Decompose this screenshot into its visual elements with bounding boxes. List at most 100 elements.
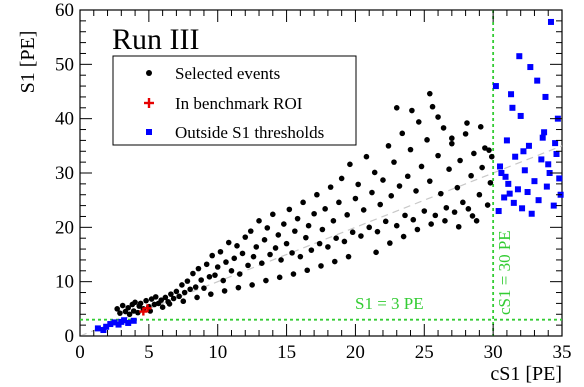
selected-event-point xyxy=(195,265,202,272)
selected-event-point xyxy=(435,114,441,120)
y-tick-label: 40 xyxy=(55,109,74,130)
y-tick-label: 30 xyxy=(55,163,74,184)
selected-event-point xyxy=(270,211,276,218)
selected-event-point xyxy=(214,264,221,270)
selected-event-point xyxy=(407,146,414,153)
outside-threshold-point xyxy=(107,321,114,328)
selected-event-point xyxy=(336,199,342,206)
selected-event-point xyxy=(451,209,458,215)
selected-event-point xyxy=(435,152,441,159)
s1-threshold-label: S1 = 3 PE xyxy=(355,294,424,313)
roi-event-point xyxy=(139,307,148,316)
selected-event-point xyxy=(272,245,279,251)
selected-event-point xyxy=(396,183,403,189)
roi-event-point xyxy=(143,304,152,313)
x-tick-label: 10 xyxy=(208,342,227,363)
chart-title: Run III xyxy=(112,23,199,56)
selected-event-point xyxy=(465,206,472,212)
selected-event-point xyxy=(166,301,173,307)
outside-threshold-point xyxy=(492,83,499,90)
selected-event-point xyxy=(476,191,483,198)
selected-event-point xyxy=(418,163,425,170)
outside-threshold-point xyxy=(539,134,546,141)
selected-event-point xyxy=(327,184,334,190)
selected-event-point xyxy=(303,234,309,241)
selected-event-point xyxy=(228,268,235,274)
selected-event-point xyxy=(179,282,185,288)
selected-event-point xyxy=(135,309,141,316)
selected-event-point xyxy=(345,253,352,260)
selected-event-point xyxy=(421,208,428,214)
selected-event-point xyxy=(319,226,326,233)
outside-threshold-point xyxy=(552,140,559,147)
selected-event-point xyxy=(338,175,345,182)
selected-event-point xyxy=(231,255,238,262)
outside-threshold-point xyxy=(534,77,541,84)
selected-event-point xyxy=(473,218,480,224)
outside-threshold-point xyxy=(519,205,526,212)
selected-event-point xyxy=(424,137,430,143)
selected-event-point xyxy=(380,177,386,183)
selected-event-point xyxy=(236,271,243,277)
outside-threshold-point xyxy=(541,129,548,136)
selected-event-point xyxy=(181,289,188,296)
selected-event-point xyxy=(360,207,367,213)
selected-event-point xyxy=(462,131,469,137)
outside-threshold-point xyxy=(520,148,527,155)
y-tick-label: 60 xyxy=(55,0,74,21)
outside-threshold-point xyxy=(531,178,538,185)
selected-event-point xyxy=(247,228,254,234)
selected-event-point xyxy=(184,278,191,284)
selected-event-point xyxy=(143,297,149,304)
selected-event-point xyxy=(366,224,373,231)
selected-event-point xyxy=(330,218,337,224)
legend-marker-outside xyxy=(146,129,152,135)
selected-event-point xyxy=(275,232,282,238)
y-tick-label: 50 xyxy=(55,54,74,75)
legend-marker-selected xyxy=(146,70,152,76)
selected-event-point xyxy=(484,202,491,208)
selected-event-point xyxy=(223,259,229,265)
legend-label-outside: Outside S1 thresholds xyxy=(175,123,324,142)
selected-event-point xyxy=(382,218,389,225)
selected-event-point xyxy=(267,251,273,258)
selected-event-point xyxy=(187,286,193,293)
selected-event-point xyxy=(198,277,204,283)
selected-event-point xyxy=(304,267,311,274)
selected-event-point xyxy=(347,161,353,168)
outside-threshold-point xyxy=(506,190,513,197)
selected-event-point xyxy=(283,240,290,247)
outside-threshold-point xyxy=(512,153,519,160)
selected-event-point xyxy=(276,274,283,281)
selected-event-point xyxy=(162,294,169,301)
selected-event-point xyxy=(176,293,182,300)
x-tick-label: 35 xyxy=(553,342,572,363)
selected-event-point xyxy=(457,157,463,164)
selected-event-point xyxy=(468,172,474,179)
selected-event-point xyxy=(235,284,242,291)
selected-event-point xyxy=(363,153,370,160)
outside-threshold-point xyxy=(528,210,535,217)
selected-event-point xyxy=(428,221,434,227)
selected-event-point xyxy=(440,125,447,131)
selected-event-point xyxy=(318,263,324,269)
selected-event-point xyxy=(253,244,260,250)
selected-event-point xyxy=(289,250,295,256)
outside-threshold-point xyxy=(525,142,532,149)
selected-event-point xyxy=(194,294,200,301)
selected-event-point xyxy=(256,218,262,224)
x-tick-label: 25 xyxy=(415,342,434,363)
selected-event-point xyxy=(471,150,477,157)
selected-event-point xyxy=(388,193,395,199)
selected-event-point xyxy=(225,239,232,246)
selected-event-point xyxy=(438,190,444,197)
outside-threshold-point xyxy=(508,91,515,98)
legend-marker-roi xyxy=(144,98,154,108)
selected-event-point xyxy=(152,294,159,300)
selected-event-point xyxy=(180,298,187,305)
selected-event-point xyxy=(290,271,297,277)
trend-line-layer xyxy=(79,145,563,337)
selected-event-point xyxy=(294,215,301,222)
selected-event-point xyxy=(358,233,364,239)
outside-threshold-point xyxy=(111,319,118,326)
